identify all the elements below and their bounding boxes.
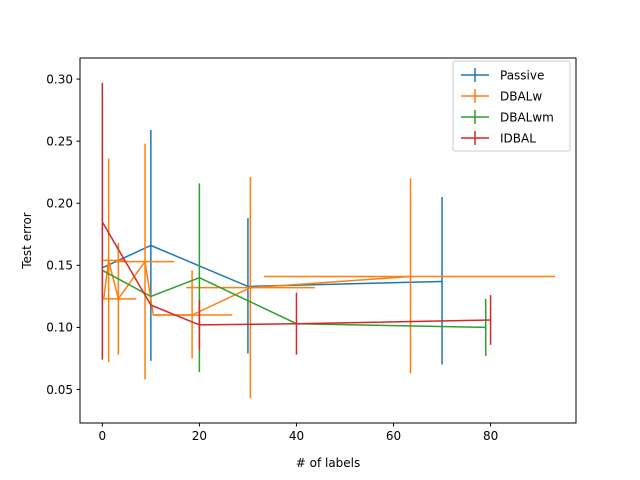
x-tick-label: 0 [99,429,107,443]
y-tick-label: 0.30 [46,72,73,86]
y-tick-label: 0.15 [46,259,73,273]
legend-entry-dbalw: DBALw [461,89,542,104]
legend-label-dbalwm: DBALwm [500,111,554,125]
x-tick-label: 80 [483,429,498,443]
legend-entry-passive: Passive [461,68,544,83]
axes-frame [79,57,577,424]
x-tick-label: 40 [289,429,304,443]
legend: Passive DBALw DBALwm IDBAL [452,60,571,152]
legend-entry-dbalwm: DBALwm [461,110,554,125]
y-tick-label: 0.05 [46,383,73,397]
legend-frame [452,60,571,152]
plot-area [101,82,556,399]
axis-ticks: 0 20 40 60 80 0.05 0.10 0.15 0.20 0.25 0.30 [46,72,498,443]
y-tick-label: 0.25 [46,134,73,148]
legend-entries: Passive DBALw DBALwm IDBAL [461,68,554,146]
legend-label-dbalw: DBALw [500,90,542,104]
legend-label-idbal: IDBAL [500,132,536,146]
series-idbal [101,82,492,360]
legend-entry-idbal: IDBAL [461,131,536,146]
y-tick-label: 0.20 [46,197,73,211]
y-tick-label: 0.10 [46,321,73,335]
x-tick-label: 60 [386,429,401,443]
series-line-dbalw [103,259,411,316]
y-axis-label: Test error [20,212,34,270]
x-axis-label: # of labels [296,456,361,470]
legend-label-passive: Passive [500,69,544,83]
x-tick-label: 20 [192,429,207,443]
series-dbalw [102,143,556,399]
